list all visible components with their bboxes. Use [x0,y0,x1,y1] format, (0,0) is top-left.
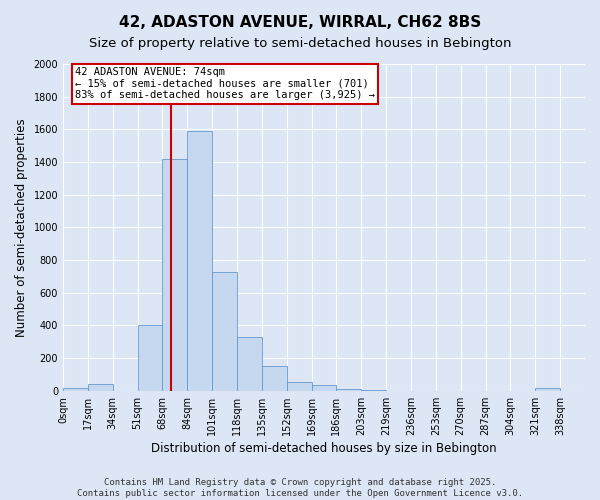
X-axis label: Distribution of semi-detached houses by size in Bebington: Distribution of semi-detached houses by … [151,442,497,455]
Bar [361,390,386,391]
Bar [337,389,361,391]
Bar [535,388,560,391]
Bar [88,384,113,391]
Bar [187,131,212,391]
Bar [287,382,311,391]
Bar [212,272,237,391]
Text: 42 ADASTON AVENUE: 74sqm
← 15% of semi-detached houses are smaller (701)
83% of : 42 ADASTON AVENUE: 74sqm ← 15% of semi-d… [75,68,375,100]
Bar [262,366,287,391]
Bar [163,159,187,391]
Y-axis label: Number of semi-detached properties: Number of semi-detached properties [15,118,28,336]
Bar [137,326,163,391]
Text: 42, ADASTON AVENUE, WIRRAL, CH62 8BS: 42, ADASTON AVENUE, WIRRAL, CH62 8BS [119,15,481,30]
Bar [63,388,88,391]
Text: Contains HM Land Registry data © Crown copyright and database right 2025.
Contai: Contains HM Land Registry data © Crown c… [77,478,523,498]
Text: Size of property relative to semi-detached houses in Bebington: Size of property relative to semi-detach… [89,38,511,51]
Bar [237,337,262,391]
Bar [311,385,337,391]
